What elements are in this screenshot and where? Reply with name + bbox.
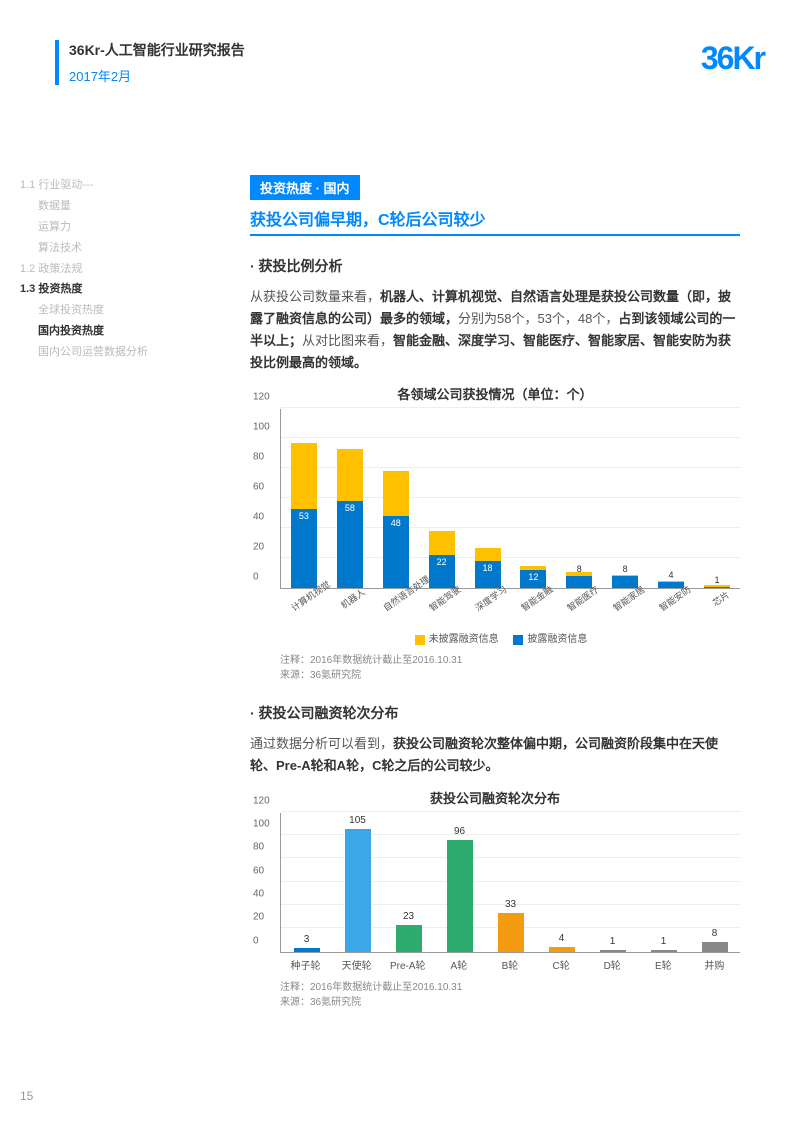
section-title: 获投公司偏早期，C轮后公司较少 [250,206,740,236]
section-tag: 投资热度 · 国内 [250,175,360,200]
sidebar-item[interactable]: 算法技术 [20,238,170,259]
sidebar-item[interactable]: 1.3 投资热度 [20,279,170,300]
sidebar-item[interactable]: 全球投资热度 [20,300,170,321]
chart2-plot: 02040608010012031052396334118 [280,813,740,953]
legend-swatch-disclosed [513,635,523,645]
sidebar-item[interactable]: 数据量 [20,196,170,217]
page-number: 15 [20,1089,33,1103]
logo: 36Kr [701,40,764,77]
chart-1: 各领域公司获投情况（单位：个） 020406080100120535848221… [250,384,740,683]
sidebar-item[interactable]: 国内投资热度 [20,321,170,342]
doc-title: 36Kr-人工智能行业研究报告 [69,40,794,60]
chart2-note: 注释：2016年数据统计截止至2016.10.31来源：36氪研究院 [280,980,740,1010]
chart2-title: 获投公司融资轮次分布 [250,788,740,807]
sidebar-item[interactable]: 1.2 政策法规 [20,259,170,280]
sub-heading-2: · 获投公司融资轮次分布 [250,703,740,723]
chart1-note: 注释：2016年数据统计截止至2016.10.31来源：36氪研究院 [280,653,740,683]
page-header: 36Kr-人工智能行业研究报告 2017年2月 [0,0,794,85]
sidebar-item[interactable]: 1.1 行业驱动--- [20,175,170,196]
chart-2: 获投公司融资轮次分布 02040608010012031052396334118… [250,788,740,1010]
sidebar-nav: 1.1 行业驱动---数据量运算力算法技术1.2 政策法规1.3 投资热度全球投… [20,175,170,363]
main-content: 投资热度 · 国内 获投公司偏早期，C轮后公司较少 · 获投比例分析 从获投公司… [250,175,740,1010]
chart2-xaxis: 种子轮天使轮Pre-A轮A轮B轮C轮D轮E轮并购 [280,957,740,972]
legend-swatch-undisclosed [415,635,425,645]
chart1-plot: 0204060801001205358482218128841 [280,409,740,589]
sidebar-item[interactable]: 国内公司运营数据分析 [20,342,170,363]
body-text-2: 通过数据分析可以看到，获投公司融资轮次整体偏中期，公司融资阶段集中在天使轮、Pr… [250,733,740,777]
sidebar-item[interactable]: 运算力 [20,217,170,238]
chart1-title: 各领域公司获投情况（单位：个） [250,384,740,403]
sub-heading-1: · 获投比例分析 [250,256,740,276]
body-text-1: 从获投公司数量来看，机器人、计算机视觉、自然语言处理是获投公司数量（即，披露了融… [250,286,740,374]
chart1-xaxis: 计算机视觉机器人自然语言处理智能驾驶深度学习智能金融智能医疗智能家居智能安防芯片 [280,593,740,606]
doc-date: 2017年2月 [69,66,794,85]
chart1-legend: 未披露融资信息 披露融资信息 [250,630,740,645]
